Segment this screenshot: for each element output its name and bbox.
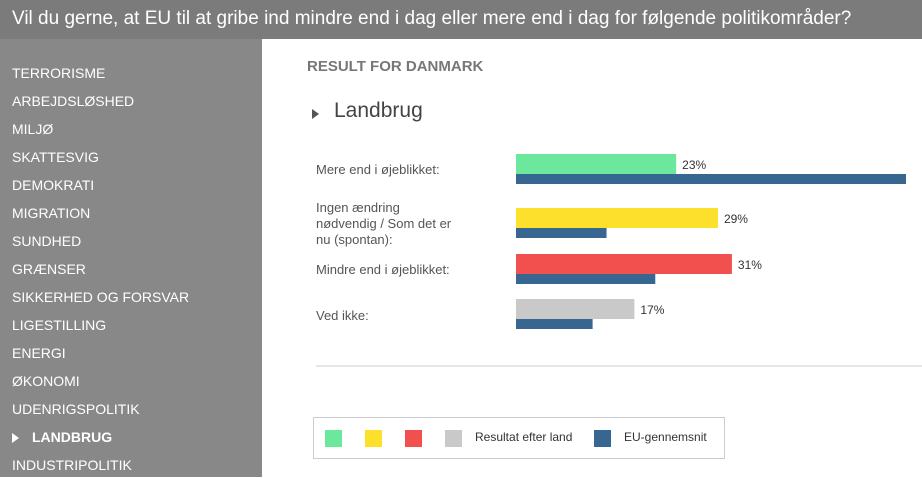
legend-swatch (325, 430, 342, 447)
value-label: 29% (724, 212, 748, 226)
sidebar-item-label: LANDBRUG (32, 429, 113, 445)
sidebar-item-label: SKATTESVIG (12, 149, 99, 165)
sidebar-item[interactable]: INDUSTRIPOLITIK (0, 452, 262, 478)
legend-swatch (445, 430, 462, 447)
sidebar-item[interactable]: MIGRATION (0, 200, 262, 226)
active-arrow-icon (12, 433, 19, 443)
sidebar-item-label: UDENRIGSPOLITIK (12, 401, 140, 417)
sidebar-item[interactable]: LIGESTILLING (0, 312, 262, 338)
legend-swatch (365, 430, 382, 447)
sidebar-item-label: INDUSTRIPOLITIK (12, 457, 132, 473)
eu-bar (516, 274, 656, 284)
sidebar-item-label: LIGESTILLING (12, 317, 107, 333)
sidebar-item-label: MIGRATION (12, 205, 91, 221)
question-header: Vil du gerne, at EU til at gribe ind min… (0, 0, 922, 39)
eu-bar (516, 228, 607, 238)
expand-arrow-icon[interactable] (312, 109, 319, 119)
sidebar-item-label: SIKKERHED OG FORSVAR (12, 289, 190, 305)
value-label: 17% (640, 303, 664, 317)
main-panel: RESULT FOR DANMARK Landbrug Mere end i ø… (262, 39, 922, 477)
question-text: Vil du gerne, at EU til at gribe ind min… (12, 8, 852, 29)
country-bar (516, 254, 732, 274)
sidebar-item[interactable]: LANDBRUG (0, 424, 262, 450)
sidebar-item-label: DEMOKRATI (12, 177, 95, 193)
value-label: 31% (738, 258, 762, 272)
legend-swatch (405, 430, 422, 447)
legend-label: Resultat efter land (475, 430, 573, 444)
country-bar (516, 154, 677, 174)
eu-bar (516, 319, 593, 329)
sidebar-item[interactable]: MILJØ (0, 116, 262, 142)
sidebar-item[interactable]: SUNDHED (0, 228, 262, 254)
sidebar-item[interactable]: SKATTESVIG (0, 144, 262, 170)
sidebar-item[interactable]: TERRORISME (0, 60, 262, 86)
country-bar (516, 299, 635, 319)
sidebar-item[interactable]: UDENRIGSPOLITIK (0, 396, 262, 422)
country-bar (516, 208, 718, 228)
legend-label: EU-gennemsnit (624, 430, 707, 444)
sidebar-item[interactable]: ENERGI (0, 340, 262, 366)
sidebar-item-label: GRÆNSER (12, 261, 86, 277)
sidebar-item[interactable]: SIKKERHED OG FORSVAR (0, 284, 262, 310)
category-label: Mere end i øjeblikket: (316, 162, 440, 177)
sidebar-item-label: SUNDHED (12, 233, 82, 249)
sidebar-item-label: MILJØ (12, 121, 54, 137)
sidebar-item-label: ARBEJDSLØSHED (12, 93, 135, 109)
bar-chart: Mere end i øjeblikket: 23% Ingen ændring nø… (316, 154, 922, 367)
chart-legend: Resultat efter land EU-gennemsnit (313, 417, 725, 459)
sidebar-item-label: ENERGI (12, 345, 66, 361)
result-title: RESULT FOR DANMARK (307, 58, 484, 75)
category-label: Ingen ændring nødvendig / Som det er nu (s… (316, 200, 452, 247)
sidebar-item[interactable]: DEMOKRATI (0, 172, 262, 198)
sidebar-item[interactable]: GRÆNSER (0, 256, 262, 282)
topic-sidebar: TERRORISME ARBEJDSLØSHED MILJØ SKATTESVIG DE… (0, 39, 262, 477)
legend-swatch (594, 430, 611, 447)
eu-bar (516, 174, 906, 184)
sidebar-item[interactable]: ØKONOMI (0, 368, 262, 394)
topic-title[interactable]: Landbrug (334, 99, 423, 122)
sidebar-item-label: TERRORISME (12, 65, 106, 81)
value-label: 23% (682, 158, 706, 172)
sidebar-item-label: ØKONOMI (12, 373, 80, 389)
sidebar-item[interactable]: ARBEJDSLØSHED (0, 88, 262, 114)
category-label: Ved ikke: (316, 308, 369, 323)
category-label: Mindre end i øjeblikket: (316, 262, 450, 277)
